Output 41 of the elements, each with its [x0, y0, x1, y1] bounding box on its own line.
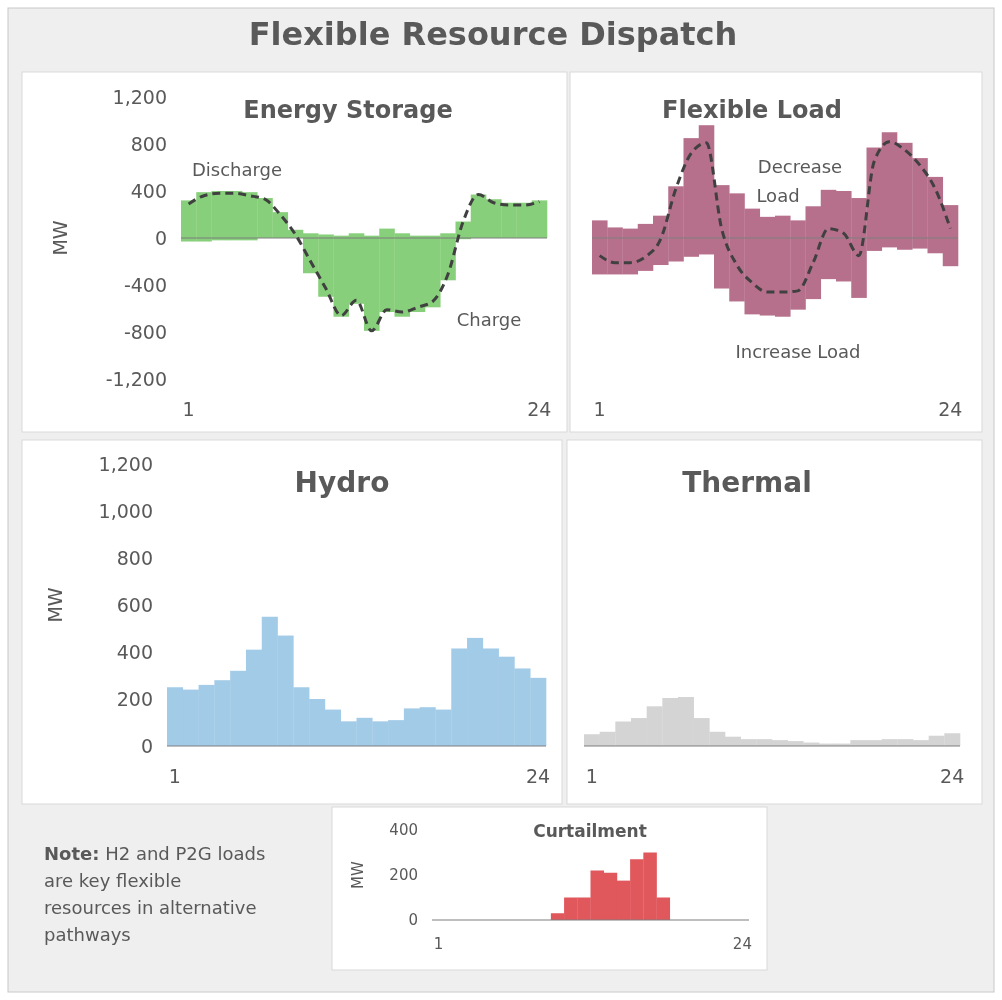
- y-tick-label: 1,000: [98, 499, 153, 522]
- series-label: Charge: [456, 309, 522, 330]
- x-tick-label: 24: [526, 765, 551, 787]
- y-axis-title: MW: [44, 587, 66, 623]
- y-tick-label: 1,200: [112, 85, 167, 108]
- x-tick-label: 24: [940, 765, 965, 787]
- y-tick-label: 0: [154, 226, 167, 249]
- chart-title: Hydro: [294, 466, 390, 499]
- series-label: Decrease Load: [756, 156, 843, 206]
- y-axis-title: MW: [349, 860, 367, 889]
- y-tick-label: 0: [140, 734, 153, 757]
- x-tick-label: 1: [433, 935, 444, 953]
- chart-title: Flexible Load: [662, 96, 842, 124]
- chart-title: Energy Storage: [243, 96, 453, 124]
- y-tick-label: -800: [123, 320, 167, 343]
- y-tick-label: -1,200: [105, 367, 167, 390]
- chart-title: Thermal: [682, 466, 812, 499]
- x-tick-label: 1: [182, 398, 195, 420]
- x-tick-label: 24: [938, 398, 963, 420]
- y-tick-label: 600: [116, 593, 153, 616]
- text: Note: H2 and P2G loads are key flexible resources in alternative pathways: [44, 843, 266, 945]
- y-tick-label: 400: [130, 179, 167, 202]
- x-tick-label: 1: [168, 765, 181, 787]
- y-tick-label: 200: [116, 687, 153, 710]
- series-label: Discharge: [191, 159, 283, 180]
- chart-title: Curtailment: [533, 821, 647, 841]
- y-tick-label: 400: [389, 821, 418, 840]
- x-tick-label: 24: [732, 935, 752, 953]
- y-tick-label: 400: [116, 640, 153, 663]
- x-tick-label: 24: [527, 398, 552, 420]
- text: Flexible Resource Dispatch: [248, 15, 738, 53]
- series-label: Increase Load: [735, 341, 861, 362]
- y-tick-label: 800: [130, 132, 167, 155]
- x-tick-label: 1: [593, 398, 606, 420]
- y-tick-label: 800: [116, 546, 153, 569]
- y-tick-label: 0: [408, 911, 418, 930]
- x-tick-label: 1: [585, 765, 598, 787]
- y-tick-label: 1,200: [98, 452, 153, 475]
- y-tick-label: 200: [389, 866, 418, 885]
- y-tick-label: -400: [123, 273, 167, 296]
- y-axis-title: MW: [49, 220, 71, 256]
